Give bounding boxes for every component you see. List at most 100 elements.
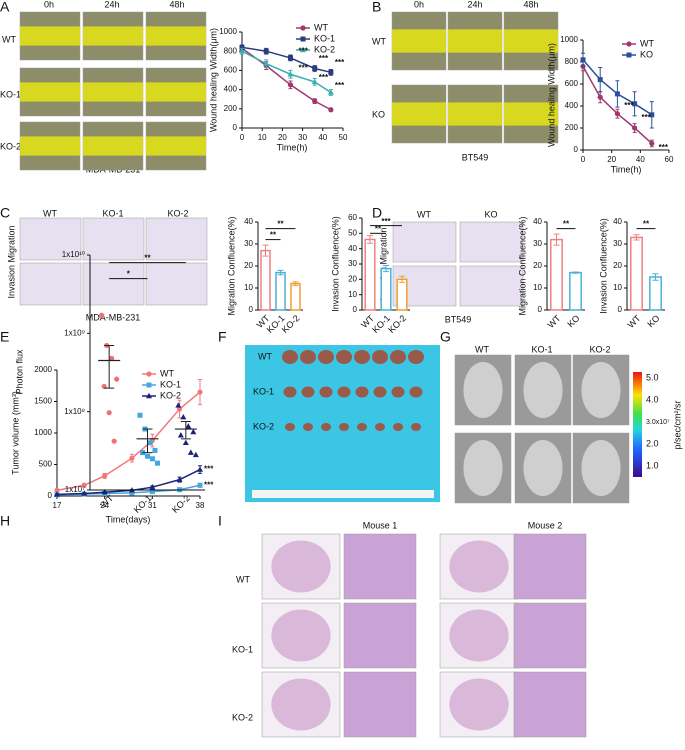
y-axis-title: Migration Confluence(%) [517,216,527,315]
x-tick-label: 17 [53,501,62,510]
x-tick-label: 38 [196,501,205,510]
y-tick-label: 800 [565,57,579,66]
colorbar-label: 4.0 [646,394,659,404]
significance-label: * [127,270,131,279]
point [114,376,120,382]
point [54,487,60,493]
image [343,533,417,600]
y-tick-label: 2000 [34,365,52,374]
image [343,602,417,669]
y-tick-label: 600 [224,66,238,75]
significance-label: ** [643,220,650,229]
bar [396,278,408,311]
point [597,77,603,83]
x-axis-title: Time(h) [277,142,308,152]
point [176,406,183,412]
annotation: *** [641,113,651,122]
significance-label: ** [563,220,570,229]
image [343,671,417,738]
point [182,439,189,446]
bar [649,276,662,311]
tumor [391,386,405,398]
y-tick-label: 20 [244,261,253,270]
point [106,410,112,416]
column-label: WT [43,208,57,218]
x-tick-label: 40 [318,133,327,142]
annotation: *** [299,46,309,55]
error-bar [383,265,389,273]
error-bar [633,234,640,241]
point [155,460,160,466]
legend-marker [626,41,632,47]
panel-letter: B [372,0,381,15]
bar [630,236,643,311]
image [145,217,208,261]
y-tick-label: 0 [538,305,543,314]
y-tick-label: 1x10¹⁰ [62,250,85,259]
y-tick-label: 1x10⁷ [65,485,85,494]
point [149,483,156,490]
column-label: 48h [523,0,538,9]
wound-area [448,102,502,126]
column-label: KO-2 [589,344,610,354]
panel-letter: I [218,513,222,529]
y-tick-label: 400 [565,101,579,110]
row-label: KO [372,109,385,119]
x-tick-label: 60 [665,155,674,164]
wound-area [504,102,558,126]
image [513,533,587,600]
wound-area [83,26,143,46]
bar [364,238,376,311]
tumor [354,350,370,364]
column-label: Mouse 2 [528,520,563,530]
point [147,440,153,446]
image [513,602,587,669]
y-tick-label: 1000 [34,428,52,437]
tumor [393,423,403,431]
annotation: *** [204,480,214,489]
y-tick-label: 1000 [219,27,237,36]
wound-area [20,136,80,156]
wound-area [448,29,502,53]
point [177,432,184,438]
legend-label: WT [160,368,174,378]
column-label: 0h [44,0,54,9]
x-tick-label: 20 [607,155,616,164]
tumor [373,386,387,398]
lung-section [449,678,509,731]
x-axis-title: Time(h) [611,164,642,174]
error-bar [180,420,191,440]
point [649,112,655,118]
caption: BT549 [445,314,472,324]
row-label: WT [236,574,250,584]
point [145,453,150,459]
image [513,671,587,738]
colorbar-label: 2.0 [646,438,659,448]
error-bar [262,244,269,257]
panel-letter: A [0,0,10,15]
y-tick-label: 10 [613,283,622,292]
tumor [321,423,331,431]
histology-images: Mouse 1 Mouse 2 WT KO-1 KO-2 [232,520,562,722]
legend-label: WT [640,38,654,48]
x-tick-label: WT [626,313,643,330]
legend-label: KO-2 [314,44,335,54]
legend-marker [146,371,152,377]
lung-section [271,540,331,593]
point [312,65,318,71]
error-bar [652,273,659,281]
annotation: *** [659,143,669,152]
y-tick-label: 0 [233,123,238,132]
mouse [523,362,563,418]
x-tick-label: 24 [100,501,109,510]
column-label: KO [484,209,497,219]
point [263,60,270,66]
panel-letter: F [218,329,227,345]
x-tick-label: KO [565,313,581,329]
caption: MDA-MB-231 [86,312,141,322]
bar [260,249,271,311]
point [649,140,655,146]
point [102,473,108,479]
row-label: KO-2 [0,141,21,151]
image [82,217,145,261]
